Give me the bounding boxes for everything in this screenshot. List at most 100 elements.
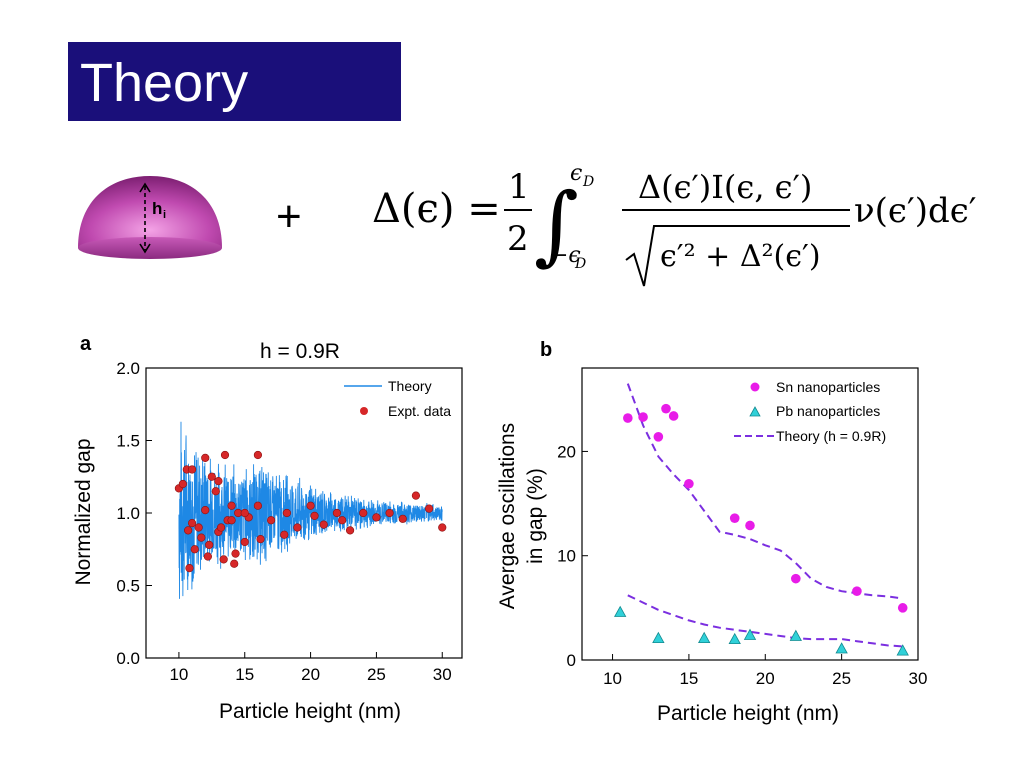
y-tick-label: 2.0 xyxy=(116,359,140,378)
pb-point xyxy=(652,631,665,643)
expt-point xyxy=(266,516,276,525)
x-tick-label: 30 xyxy=(909,669,928,688)
dome-label-sub: i xyxy=(163,209,166,221)
expt-point xyxy=(244,513,253,522)
expt-point xyxy=(282,508,291,518)
equation-half-den: 2 xyxy=(507,219,529,259)
gap-equation: Δ(ϵ) = 1 2 ∫ ϵ D −ϵ D Δ(ϵ′)I(ϵ, ϵ′) ϵ′² … xyxy=(372,161,977,287)
expt-point xyxy=(372,513,381,522)
expt-point xyxy=(187,465,197,474)
chart-b-y-label-line1: Avergae oscillations xyxy=(496,423,519,609)
panel-label-b: b xyxy=(540,339,552,361)
pb-point xyxy=(614,605,627,617)
expt-point xyxy=(178,479,187,489)
pb-point xyxy=(835,642,848,654)
expt-point xyxy=(359,508,368,518)
expt-point xyxy=(398,514,407,523)
chart-a-legend: Theory Expt. data xyxy=(344,378,451,419)
expt-point xyxy=(197,533,206,542)
pb-point xyxy=(789,629,802,641)
chart-b-x-label: Particle height (nm) xyxy=(657,702,839,725)
upper-limit-sub: D xyxy=(582,174,594,190)
expt-point xyxy=(280,530,289,539)
expt-point xyxy=(306,501,315,510)
expt-point xyxy=(184,526,193,535)
plus-sign: + xyxy=(276,192,302,241)
expt-point xyxy=(411,491,421,500)
upper-limit: ϵ xyxy=(570,161,582,186)
series-pb-nanoparticles xyxy=(614,605,909,656)
sn-point xyxy=(791,573,801,584)
expt-point xyxy=(240,508,249,518)
equation-half-num: 1 xyxy=(508,167,530,207)
chart-b-y-ticks: 0 10 20 xyxy=(557,442,588,670)
theory-line xyxy=(178,421,443,599)
y-tick-label: 10 xyxy=(557,547,576,566)
x-tick-label: 30 xyxy=(433,665,452,684)
expt-point xyxy=(185,563,194,573)
chart-a-plot-area xyxy=(145,367,463,659)
expt-point xyxy=(227,516,236,525)
sn-point xyxy=(684,478,694,489)
expt-point xyxy=(201,453,210,463)
expt-point xyxy=(207,472,216,481)
expt-point xyxy=(194,523,203,532)
integral-sign: ∫ xyxy=(534,175,579,275)
y-tick-label: 0 xyxy=(567,651,576,670)
expt-point xyxy=(319,520,328,529)
expt-point xyxy=(220,450,230,460)
expt-point xyxy=(234,508,243,518)
legend-theory-b: Theory (h = 0.9R) xyxy=(776,428,886,444)
chart-a-y-label: Normalized gap xyxy=(72,438,95,585)
expt-point xyxy=(214,477,223,486)
expt-point xyxy=(174,484,184,493)
y-tick-label: 1.0 xyxy=(116,504,140,523)
expt-point xyxy=(345,526,355,535)
chart-a-title: h = 0.9R xyxy=(260,340,340,363)
expt-point xyxy=(338,516,347,525)
pb-point xyxy=(743,628,757,640)
legend-sn: Sn nanoparticles xyxy=(776,379,880,395)
sn-point xyxy=(729,513,740,523)
legend-pb: Pb nanoparticles xyxy=(776,403,880,419)
y-tick-label: 1.5 xyxy=(116,432,140,451)
y-tick-label: 20 xyxy=(557,442,576,461)
expt-point xyxy=(256,534,265,544)
legend-expt-data: Expt. data xyxy=(388,403,451,419)
theory-dashed-line xyxy=(627,594,903,648)
chart-b-plot-area xyxy=(581,367,919,661)
title-banner: Theory xyxy=(68,42,401,121)
dome-label: h xyxy=(152,199,162,218)
series-theory-b xyxy=(626,383,903,648)
legend-theory: Theory xyxy=(388,378,432,394)
chart-b-x-ticks: 10 15 20 25 30 xyxy=(603,654,927,688)
expt-point xyxy=(227,501,236,510)
x-tick-label: 20 xyxy=(756,669,775,688)
chart-b-y-label-line2: in gap (%) xyxy=(524,468,547,564)
expt-point xyxy=(310,511,319,521)
series-expt-data xyxy=(174,450,447,573)
equation-tail: ν(ϵ′)dϵ′ xyxy=(854,191,977,231)
expt-point xyxy=(187,519,197,528)
expt-point xyxy=(214,527,223,536)
slide-title: Theory xyxy=(80,53,249,113)
chart-a-x-ticks: 10 15 20 25 30 xyxy=(169,652,452,684)
panel-label-a: a xyxy=(80,333,92,355)
expt-point xyxy=(216,523,226,532)
expt-point xyxy=(205,540,214,550)
theory-dashed-line xyxy=(626,383,903,600)
y-tick-label: 0.0 xyxy=(116,649,140,668)
x-tick-label: 10 xyxy=(169,665,188,684)
lower-limit-sub: D xyxy=(574,256,586,272)
sn-point xyxy=(661,403,671,414)
expt-point xyxy=(332,508,342,518)
equation-denominator: ϵ′² + Δ²(ϵ′) xyxy=(660,239,821,274)
chart-a-x-label: Particle height (nm) xyxy=(219,700,401,723)
sn-point xyxy=(653,432,664,442)
expt-point xyxy=(203,552,212,561)
expt-point xyxy=(253,450,263,460)
expt-point xyxy=(240,537,249,547)
equation-lhs: Δ(ϵ) = xyxy=(372,186,501,232)
expt-point xyxy=(424,504,434,513)
x-tick-label: 20 xyxy=(301,665,320,684)
